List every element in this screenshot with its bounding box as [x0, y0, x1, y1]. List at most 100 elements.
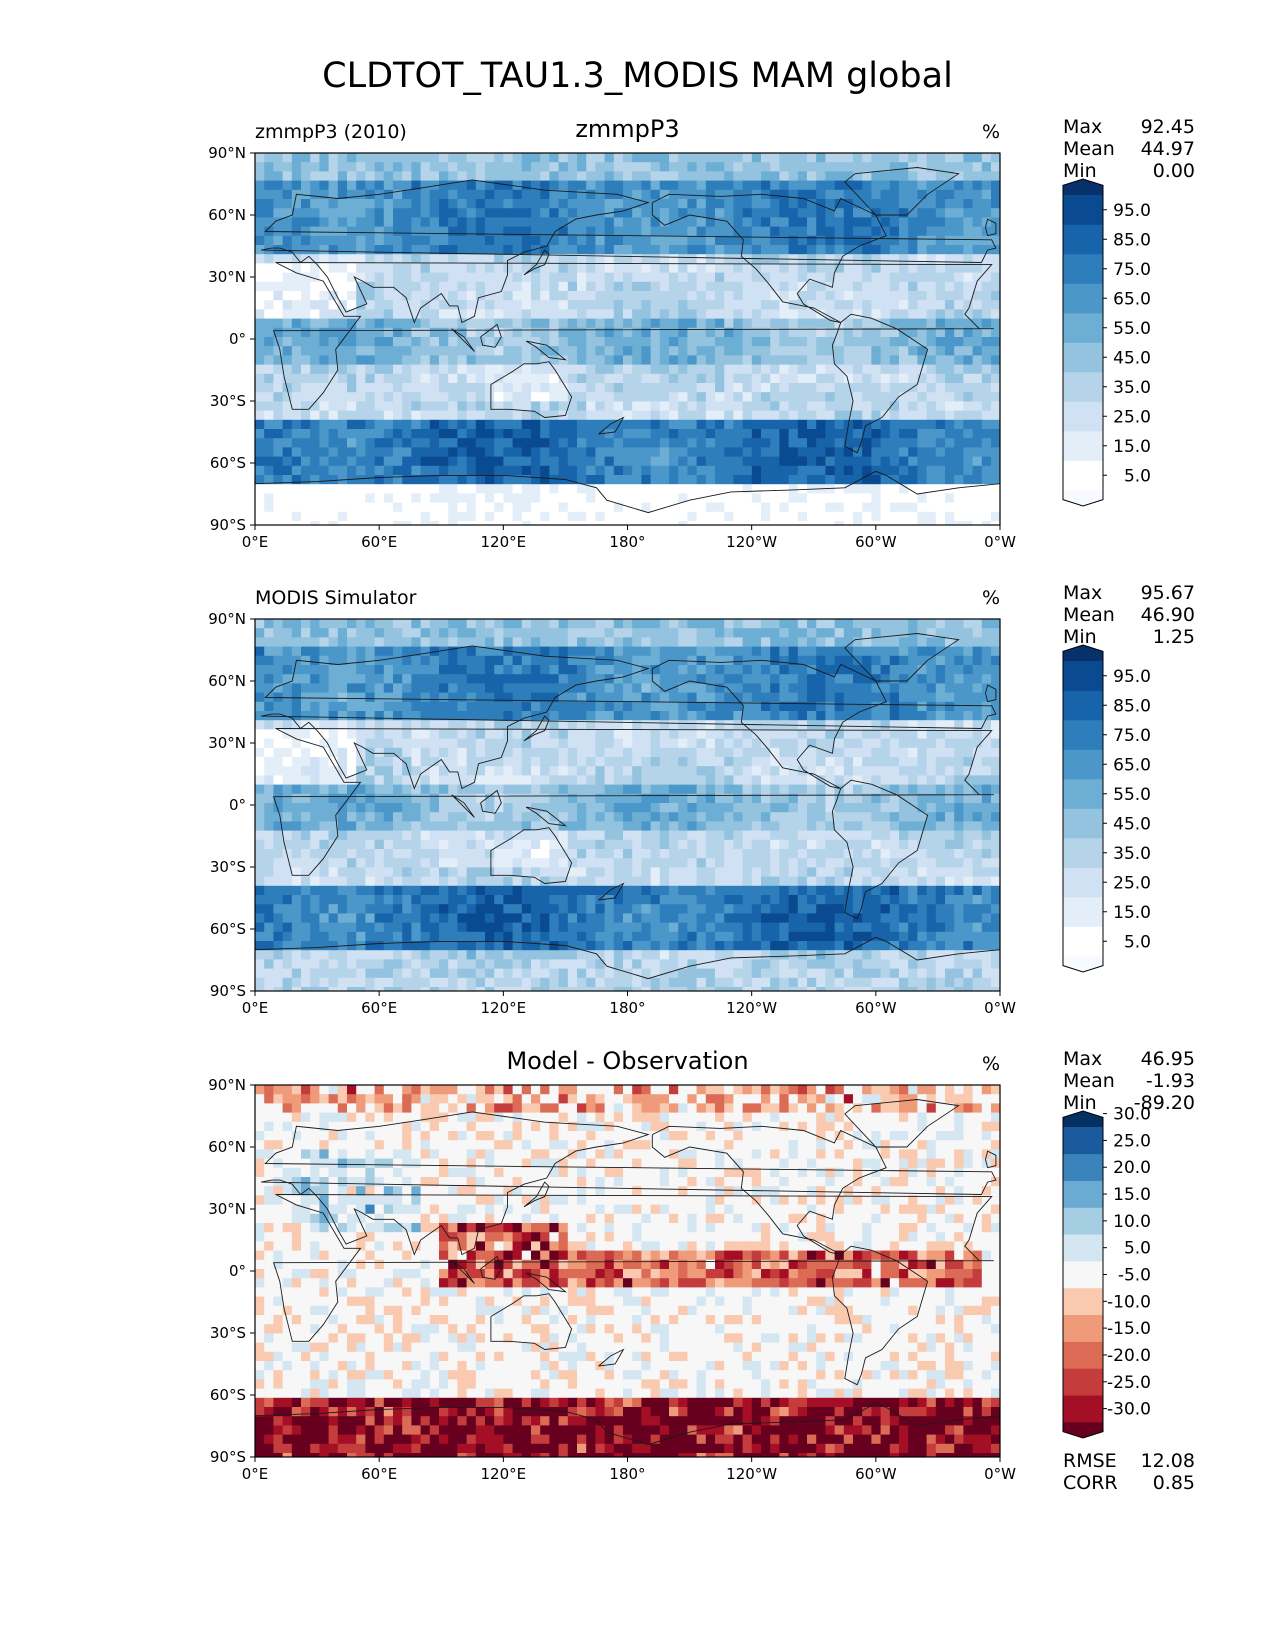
map-cell	[641, 263, 651, 273]
map-cell	[825, 162, 835, 172]
map-cell	[889, 729, 900, 739]
map-cell	[991, 291, 1000, 301]
map-cell	[991, 199, 1000, 209]
map-cell	[871, 364, 881, 375]
map-cell	[623, 784, 633, 795]
map-cell	[797, 364, 808, 375]
map-cell	[466, 456, 477, 467]
map-cell	[310, 465, 320, 476]
map-cell	[503, 738, 513, 749]
map-cell	[595, 327, 605, 338]
map-cell	[843, 373, 854, 384]
map-cell	[641, 701, 651, 712]
map-cell	[853, 162, 863, 172]
map-cell	[899, 401, 909, 411]
map-cell	[485, 738, 495, 749]
map-cell	[623, 511, 633, 522]
map-cell	[439, 208, 449, 218]
map-cell	[917, 646, 927, 657]
map-cell	[273, 757, 283, 767]
map-cell	[540, 300, 550, 310]
map-cell	[521, 438, 532, 448]
map-cell	[871, 493, 881, 503]
map-cell	[393, 793, 403, 804]
map-cell	[843, 757, 854, 767]
map-cell	[724, 619, 734, 629]
map-cell	[761, 619, 771, 629]
map-cell	[558, 729, 569, 739]
coastlines	[254, 167, 1001, 514]
map-cell	[549, 208, 559, 218]
map-cell	[862, 392, 872, 402]
map-cell	[503, 373, 513, 384]
colorbar-tick-label: 55.0	[1113, 319, 1151, 339]
map-cell	[457, 153, 467, 163]
map-cell	[696, 619, 707, 629]
map-cell	[935, 171, 946, 181]
map-cell	[558, 171, 569, 181]
map-cell	[310, 665, 320, 675]
map-cell	[715, 410, 725, 421]
map-cell	[843, 199, 854, 209]
map-cell	[485, 757, 495, 767]
map-cell	[531, 637, 541, 647]
map-cell	[604, 346, 615, 356]
map-cell	[255, 692, 265, 703]
map-cell	[889, 281, 900, 292]
map-cell	[871, 309, 881, 319]
map-cell	[577, 392, 587, 402]
map-cell	[365, 217, 375, 227]
map-cell	[742, 637, 753, 647]
map-cell	[319, 793, 329, 804]
map-cell	[926, 355, 937, 365]
map-cell	[797, 383, 808, 393]
map-cell	[549, 318, 559, 329]
map-cell	[577, 465, 587, 476]
map-cell	[521, 153, 532, 163]
map-cell	[558, 327, 569, 338]
map-cell	[420, 447, 431, 457]
map-cell	[659, 364, 670, 375]
map-cell	[917, 401, 927, 411]
map-cell	[871, 254, 881, 264]
map-cell	[797, 401, 808, 411]
map-cell	[761, 383, 771, 393]
map-cell	[485, 711, 495, 721]
map-cell	[797, 637, 808, 647]
map-cell	[420, 793, 431, 804]
map-cell	[282, 793, 293, 804]
map-cell	[282, 272, 293, 283]
map-cell	[457, 419, 467, 430]
map-cell	[659, 162, 670, 172]
map-cell	[613, 729, 624, 739]
map-cell	[834, 327, 845, 338]
map-cell	[402, 337, 412, 347]
map-cell	[705, 272, 716, 283]
stat-value: 46.90	[1140, 604, 1195, 626]
map-cell	[282, 493, 293, 503]
map-cell	[475, 383, 486, 393]
map-cell	[899, 208, 909, 218]
map-cell	[577, 757, 587, 767]
map-cell	[761, 757, 771, 767]
map-cell	[393, 692, 403, 703]
map-cell	[457, 410, 467, 421]
map-cell	[825, 346, 835, 356]
map-cell	[475, 226, 486, 237]
map-cell	[926, 521, 937, 525]
map-cell	[420, 272, 431, 283]
map-cell	[512, 337, 523, 347]
map-cell	[494, 355, 504, 365]
map-cell	[926, 665, 937, 675]
map-cell	[512, 272, 523, 283]
map-cell	[402, 318, 412, 329]
map-cell	[807, 364, 817, 375]
map-cell	[963, 665, 973, 675]
map-cell	[908, 475, 918, 485]
map-cell	[991, 674, 1000, 684]
map-cell	[733, 189, 743, 200]
map-cell	[659, 199, 670, 209]
map-cell	[604, 502, 615, 513]
map-cell	[613, 465, 624, 476]
map-cell	[669, 665, 679, 675]
